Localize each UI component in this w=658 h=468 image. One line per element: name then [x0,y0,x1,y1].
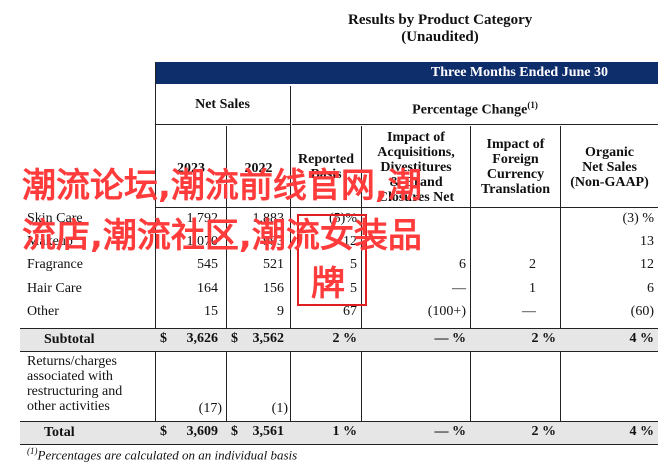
total-acquisitions: — % [434,424,467,439]
col-header-fx: Impact of Foreign Currency Translation [471,137,560,197]
watermark-line3: 牌 [311,264,345,304]
subtotal-reported: 2 % [332,331,358,346]
row-value-reported: 67 [343,304,357,319]
returns-l3: restructuring and [27,384,123,399]
returns-2023: (17) [198,401,222,416]
col-header-acq-l5: Closures Net [377,190,455,205]
col-header-org-l2: Net Sales [582,160,637,175]
row-value-fx: 1 [529,281,536,296]
returns-l1: Returns/charges [27,354,117,369]
report-title-line2: (Unaudited) [401,29,479,45]
returns-2022: (1) [271,401,288,416]
col-divider [470,126,471,445]
col-header-acq-l1: Impact of [387,130,445,145]
col-header-fx-l1: Impact of [486,137,545,152]
watermark-line2: 流店,潮流社区,潮流女装品 [22,216,422,256]
row-value-organic: 13 [640,234,654,249]
col-header-acq-l2: Acquisitions, [377,145,455,160]
returns-l4: other activities [27,399,110,414]
pct-change-footnote-mark: (1) [527,100,538,110]
subtotal-fx: 2 % [531,331,557,346]
row-value-organic: 12 [640,257,654,272]
col-header-fx-l4: Translation [481,182,550,197]
col-header-reported: Reported Basis [291,152,361,182]
watermark-line1: 潮流论坛,潮流前线官网,潮 [22,166,422,206]
total-currency-2023: $ [160,424,167,439]
total-label: Total [44,425,75,440]
footnote-text: Percentages are calculated on an individ… [37,447,298,463]
footnote: (1)Percentages are calculated on an indi… [27,446,297,463]
total-organic: 4 % [629,424,655,439]
col-header-organic: Organic Net Sales (Non-GAAP) [561,145,658,190]
period-banner: Three Months Ended June 30 [155,62,658,84]
pct-change-label: Percentage Change [412,102,528,118]
subtotal-organic: 4 % [629,331,655,346]
col-divider [560,126,561,445]
subtotal-2022: 3,562 [252,331,285,346]
col-header-org-l1: Organic [585,145,634,160]
total-reported: 1 % [332,424,358,439]
col-divider [290,86,291,445]
row-value-reported: 5 [350,257,357,272]
row-value-v2023: 164 [197,281,218,296]
watermark-frame [297,214,367,306]
total-2022: 3,561 [252,424,285,439]
col-divider [226,126,227,445]
row-label: Other [27,304,59,319]
col-header-reported-l1: Reported [298,152,354,167]
returns-charges-label: Returns/charges associated with restruct… [27,354,122,414]
net-sales-group-header: Net Sales [155,86,290,125]
total-2023: 3,609 [186,424,219,439]
header-rule [155,207,658,208]
row-value-organic: (3) % [622,211,655,226]
row-value-organic: (60) [630,304,654,319]
total-row: Total [20,421,658,445]
row-value-v2022: 1,883 [252,211,285,226]
subtotal-2023: 3,626 [186,331,219,346]
row-value-reported: 5 [350,281,357,296]
total-fx: 2 % [531,424,557,439]
returns-l2: associated with [27,369,113,384]
row-value-v2023: 545 [197,257,218,272]
period-banner-text: Three Months Ended June 30 [430,65,608,80]
pct-change-group-header: Percentage Change(1) [292,86,658,125]
row-value-v2023: 1,792 [186,211,219,226]
row-label: Makeup [27,234,73,249]
col-header-2023: 2023 [177,161,205,176]
row-value-v2022: 521 [263,257,284,272]
row-value-reported: 12 [343,234,357,249]
col-header-org-l3: (Non-GAAP) [570,175,649,190]
col-header-fx-l2: Foreign [492,152,539,167]
report-title-line1: Results by Product Category [348,12,533,28]
subtotal-currency-2022: $ [231,331,238,346]
subtotal-acquisitions: — % [434,331,467,346]
col-header-fx-l3: Currency [486,167,545,182]
row-value-v2023: 15 [204,304,218,319]
row-label: Hair Care [27,281,82,296]
row-value-v2022: 9 [277,304,284,319]
total-currency-2022: $ [231,424,238,439]
col-header-acquisitions: Impact of Acquisitions, Divestitures & B… [362,130,470,205]
row-label: Fragrance [27,257,83,272]
row-value-v2023: 1,070 [186,234,219,249]
col-header-reported-l2: Basis [310,167,342,182]
footnote-mark: (1) [27,446,38,456]
subtotal-row: Subtotal [20,328,658,352]
col-divider [155,62,156,445]
row-value-acq: 6 [459,257,466,272]
row-value-acq: — [452,281,466,296]
row-value-organic: 6 [647,281,654,296]
col-header-acq-l3: Divestitures [380,160,452,175]
row-value-acq: (100+) [427,304,466,319]
row-value-v2022: 156 [263,281,284,296]
subtotal-currency-2023: $ [160,331,167,346]
row-value-v2022: 993 [263,234,284,249]
subtotal-label: Subtotal [44,332,95,347]
col-header-2022: 2022 [244,161,273,176]
row-label: Skin Care [27,211,83,226]
col-divider [361,126,362,445]
row-value-fx: — [522,304,536,319]
row-value-fx: 2 [529,257,536,272]
col-header-acq-l4: & Brand [389,175,443,190]
